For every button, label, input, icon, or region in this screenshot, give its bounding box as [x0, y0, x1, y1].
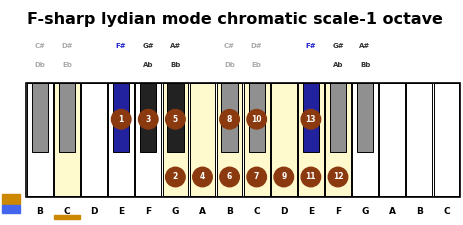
Text: Db: Db: [224, 62, 235, 68]
Bar: [297, 83, 323, 196]
Bar: [356, 83, 372, 153]
Bar: [108, 83, 134, 196]
Text: F-sharp lydian mode chromatic scale-1 octave: F-sharp lydian mode chromatic scale-1 oc…: [27, 12, 442, 27]
Text: 13: 13: [305, 115, 315, 124]
Text: D#: D#: [250, 43, 262, 49]
Circle shape: [300, 167, 320, 187]
Bar: [351, 83, 377, 196]
Bar: [135, 83, 161, 196]
Text: basicmusictheory.com: basicmusictheory.com: [9, 65, 13, 124]
Bar: [270, 83, 296, 196]
Text: Bb: Bb: [359, 62, 369, 68]
Bar: [2, 205, 20, 213]
Text: 7: 7: [253, 173, 259, 182]
Text: 12: 12: [332, 173, 343, 182]
Text: A: A: [199, 207, 206, 216]
Text: 4: 4: [200, 173, 205, 182]
Text: G#: G#: [332, 43, 343, 49]
Bar: [325, 83, 350, 196]
Bar: [113, 83, 129, 153]
Bar: [189, 83, 215, 196]
Circle shape: [327, 167, 347, 187]
Bar: [406, 83, 431, 196]
Text: E: E: [307, 207, 313, 216]
Text: F#: F#: [116, 43, 126, 49]
Bar: [27, 83, 53, 196]
Bar: [54, 83, 80, 196]
Text: C: C: [253, 207, 259, 216]
Bar: [59, 83, 75, 153]
Circle shape: [246, 167, 266, 187]
Bar: [432, 83, 458, 196]
Text: B: B: [415, 207, 422, 216]
Circle shape: [274, 167, 293, 187]
Text: Eb: Eb: [251, 62, 261, 68]
Bar: [216, 83, 242, 196]
Text: G: G: [361, 207, 368, 216]
Text: C#: C#: [34, 43, 45, 49]
Bar: [81, 83, 107, 196]
Text: Db: Db: [34, 62, 45, 68]
Bar: [54, 215, 80, 219]
Text: Eb: Eb: [62, 62, 72, 68]
Text: B: B: [225, 207, 232, 216]
Text: 3: 3: [145, 115, 150, 124]
Bar: [26, 83, 459, 196]
Text: 5: 5: [172, 115, 178, 124]
Bar: [248, 83, 264, 153]
Text: C: C: [442, 207, 449, 216]
Text: F#: F#: [305, 43, 315, 49]
Circle shape: [219, 167, 239, 187]
Text: G: G: [171, 207, 179, 216]
Bar: [140, 83, 156, 153]
Circle shape: [300, 110, 320, 129]
Text: 2: 2: [172, 173, 178, 182]
Text: B: B: [37, 207, 43, 216]
Text: C: C: [63, 207, 70, 216]
Text: Ab: Ab: [332, 62, 343, 68]
Circle shape: [138, 110, 158, 129]
Circle shape: [192, 167, 212, 187]
Text: Bb: Bb: [170, 62, 180, 68]
Circle shape: [246, 110, 266, 129]
Text: A: A: [388, 207, 395, 216]
Text: 11: 11: [305, 173, 315, 182]
Text: 9: 9: [281, 173, 286, 182]
Text: Ab: Ab: [143, 62, 153, 68]
Bar: [243, 83, 269, 196]
Circle shape: [111, 110, 131, 129]
Bar: [167, 83, 183, 153]
Bar: [31, 83, 48, 153]
Text: 6: 6: [226, 173, 232, 182]
Text: G#: G#: [142, 43, 154, 49]
Text: E: E: [118, 207, 124, 216]
Bar: [329, 83, 345, 153]
Circle shape: [165, 110, 185, 129]
Text: A#: A#: [169, 43, 181, 49]
Text: 1: 1: [119, 115, 124, 124]
Text: C#: C#: [224, 43, 235, 49]
Bar: [302, 83, 319, 153]
Text: A#: A#: [359, 43, 370, 49]
Text: 8: 8: [226, 115, 232, 124]
Bar: [378, 83, 404, 196]
Text: 10: 10: [251, 115, 262, 124]
Bar: [221, 83, 237, 153]
Bar: [162, 83, 188, 196]
Text: D: D: [280, 207, 287, 216]
Text: D: D: [90, 207, 98, 216]
Text: D#: D#: [61, 43, 73, 49]
Text: F: F: [334, 207, 340, 216]
Bar: [2, 194, 20, 204]
Circle shape: [219, 110, 239, 129]
Text: F: F: [145, 207, 151, 216]
Circle shape: [165, 167, 185, 187]
